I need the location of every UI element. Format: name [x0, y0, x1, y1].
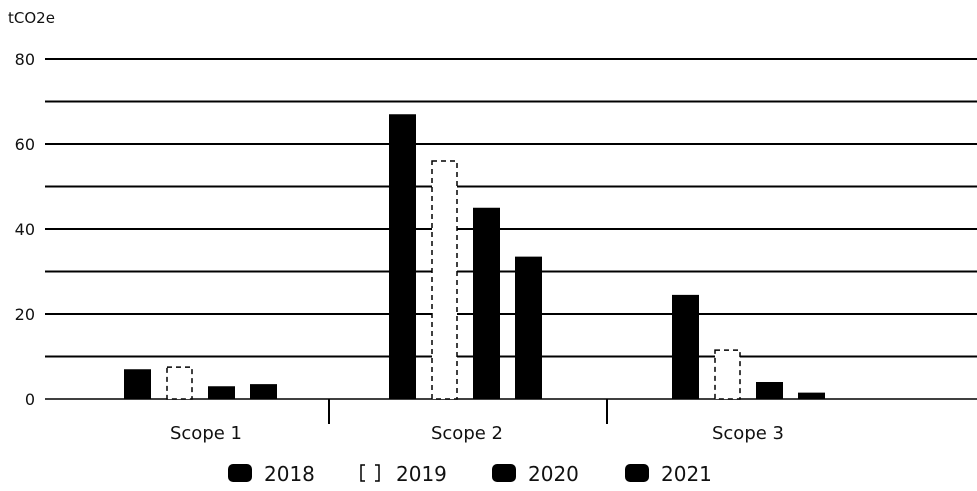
legend-swatch-2019 — [360, 464, 365, 482]
bar-2020-scope-1 — [208, 386, 235, 399]
gridlines — [45, 58, 977, 400]
legend-label-2019: 2019 — [396, 462, 447, 486]
bar-2020-scope-3 — [756, 382, 783, 399]
bar-2020-scope-2 — [473, 207, 500, 399]
y-tick-labels: 0 20 40 60 80 — [15, 50, 35, 409]
bar-2021-scope-1 — [250, 384, 277, 399]
legend-swatch-2021 — [625, 464, 649, 482]
y-tick-label: 20 — [15, 305, 35, 324]
bar-2021-scope-2 — [515, 256, 542, 399]
legend: 2018 2019 2020 2021 — [228, 462, 712, 486]
bars — [124, 114, 825, 400]
y-tick-label: 60 — [15, 135, 35, 154]
legend-swatch-2020 — [492, 464, 516, 482]
x-category-label: Scope 2 — [431, 423, 503, 444]
y-tick-label: 80 — [15, 50, 35, 69]
legend-label-2020: 2020 — [528, 462, 579, 486]
legend-swatch-2019-right — [375, 464, 380, 482]
bar-2021-scope-3 — [798, 392, 825, 399]
x-category-label: Scope 1 — [170, 423, 242, 444]
category-separators — [328, 399, 608, 424]
legend-swatch-2018 — [228, 464, 252, 482]
y-axis-label: tCO2e — [8, 9, 55, 27]
bar-2018-scope-3 — [672, 294, 699, 399]
y-tick-label: 0 — [25, 390, 35, 409]
bar-2018-scope-1 — [124, 369, 151, 399]
bar-2019-scope-3 — [714, 349, 741, 400]
x-category-label: Scope 3 — [712, 423, 784, 444]
bar-2019-scope-2 — [431, 160, 458, 400]
bar-2019-scope-1 — [166, 366, 193, 400]
legend-label-2018: 2018 — [264, 462, 315, 486]
legend-label-2021: 2021 — [661, 462, 712, 486]
category-labels: Scope 1 Scope 2 Scope 3 — [170, 423, 784, 444]
y-tick-label: 40 — [15, 220, 35, 239]
bar-2018-scope-2 — [389, 114, 416, 399]
